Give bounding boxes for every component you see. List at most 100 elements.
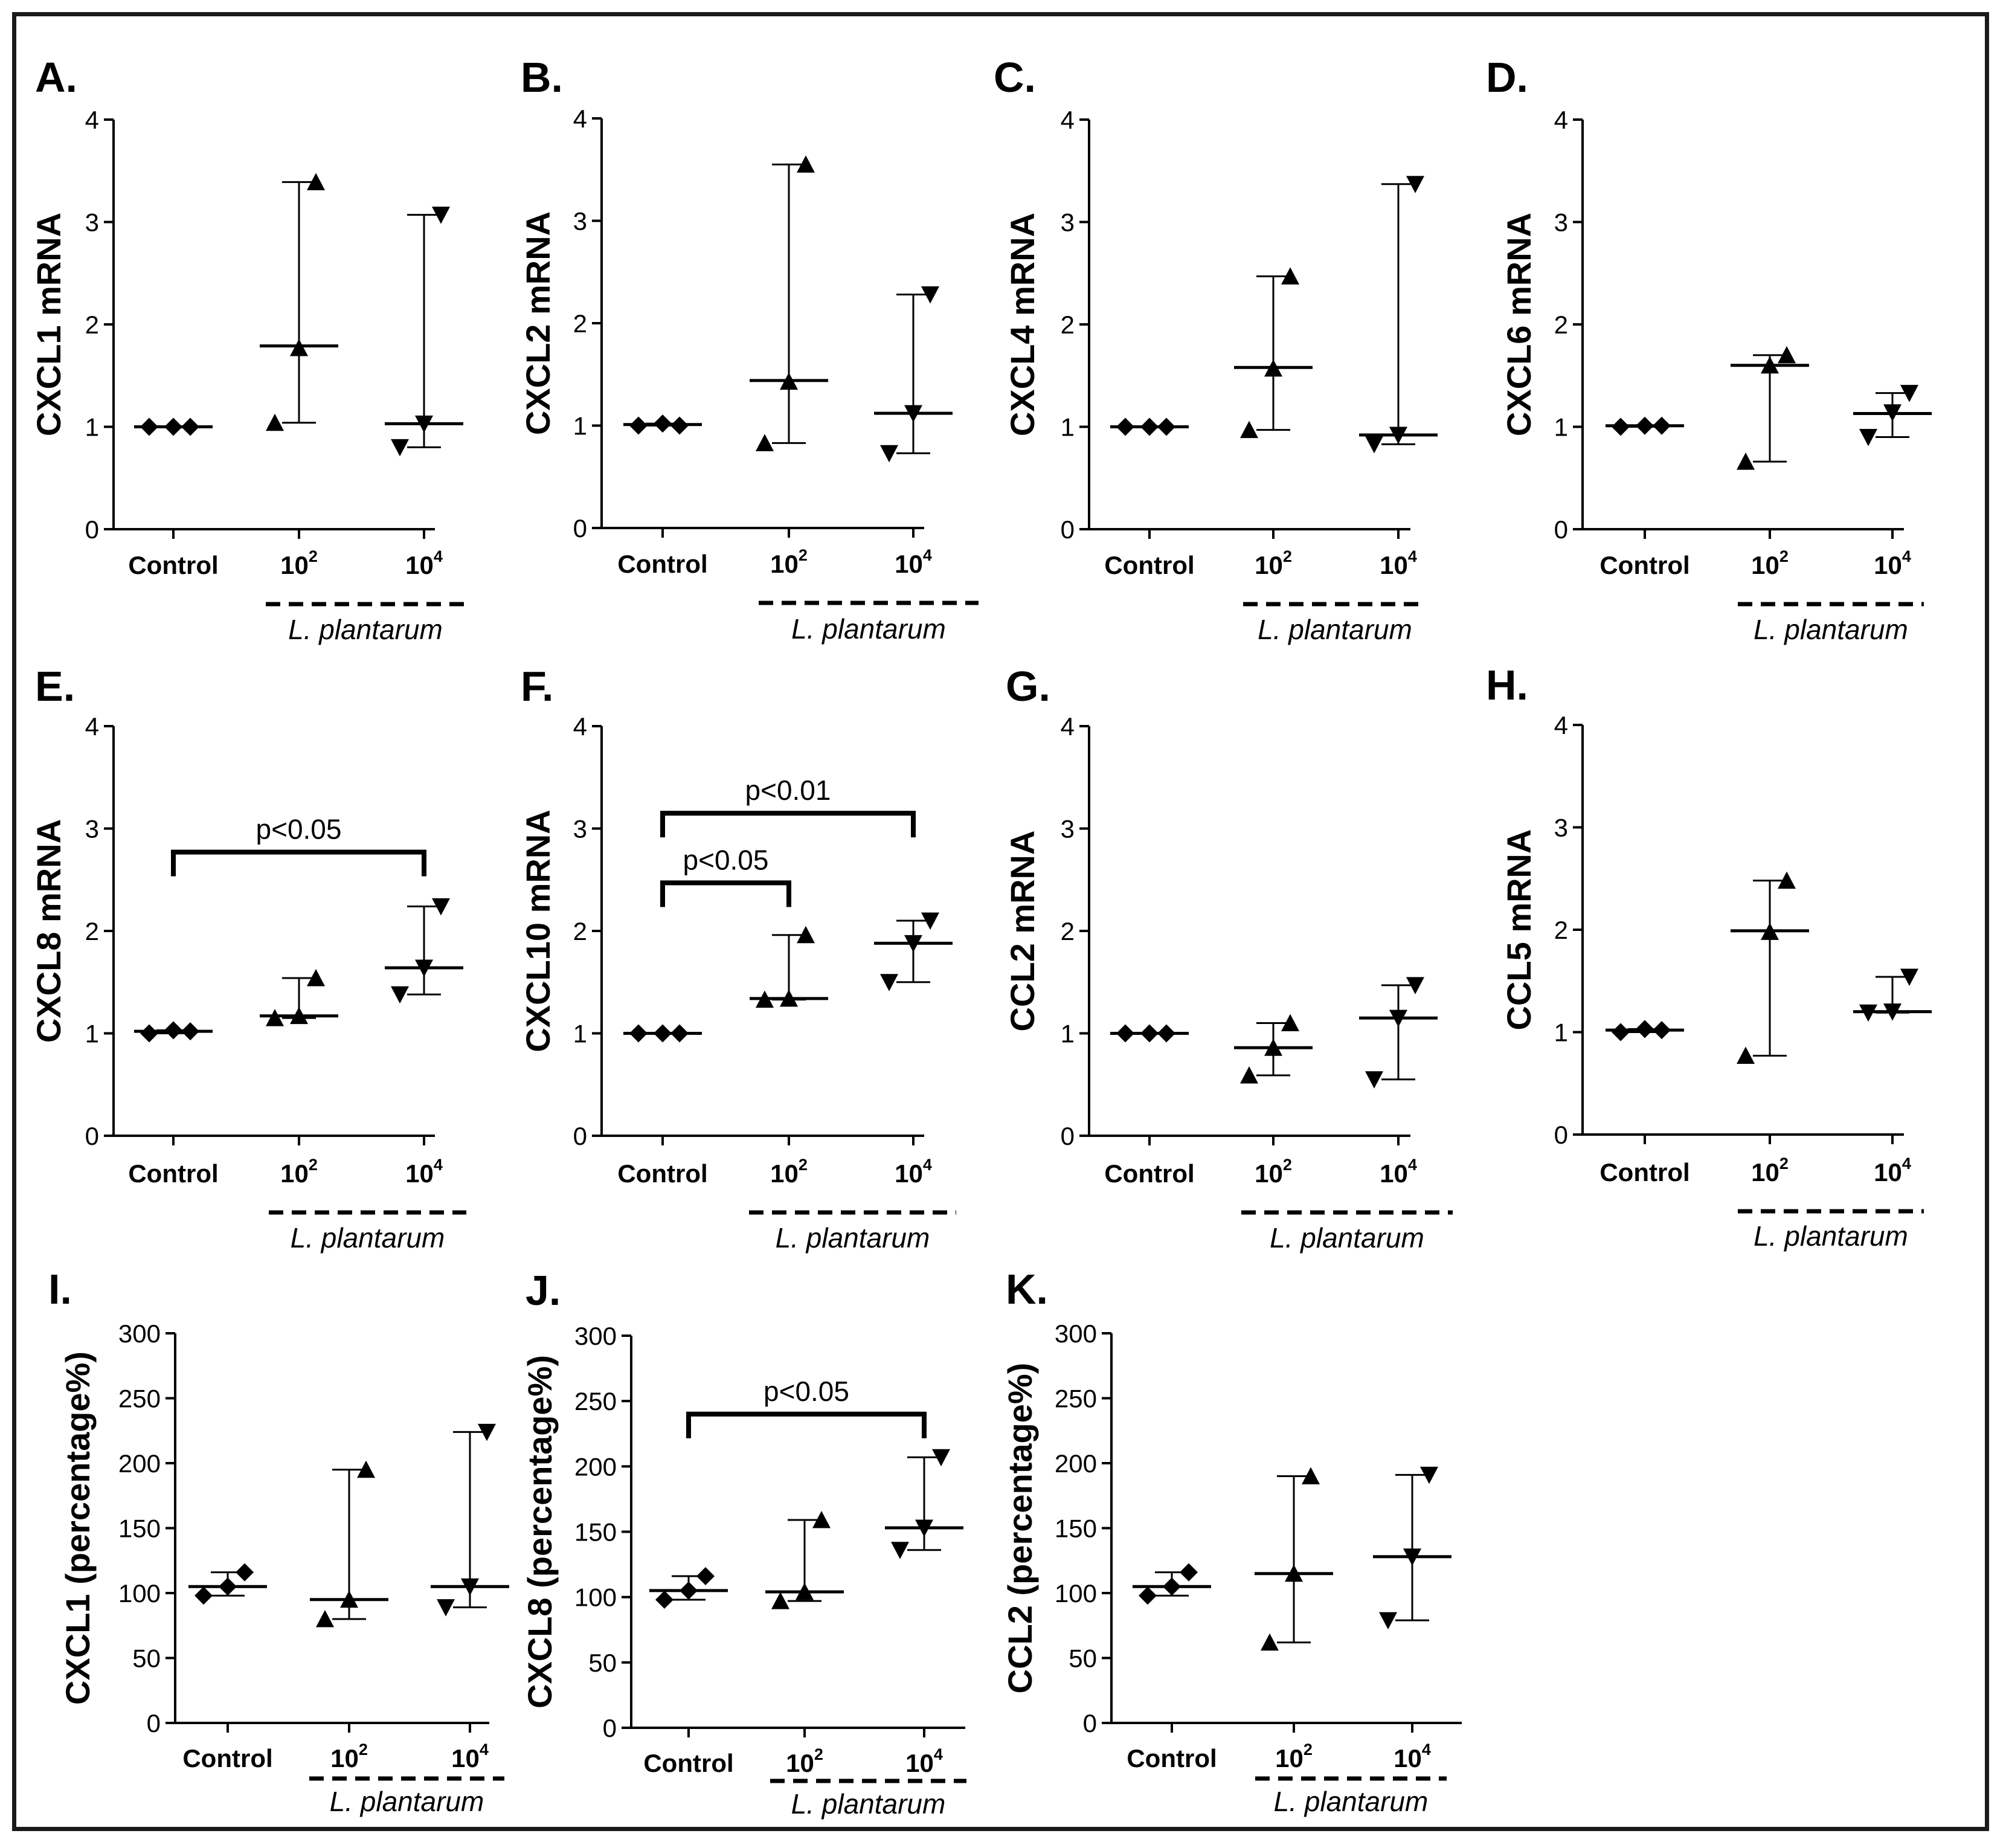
y-tick-label: 0 bbox=[1554, 1121, 1568, 1149]
data-point bbox=[654, 1024, 672, 1043]
x-tick-label: 104 bbox=[1394, 1740, 1431, 1772]
y-tick-label: 100 bbox=[1055, 1579, 1097, 1608]
data-point bbox=[1420, 1466, 1438, 1484]
data-point bbox=[290, 1006, 308, 1025]
y-tick-label: 1 bbox=[85, 413, 99, 442]
data-point bbox=[1157, 1024, 1175, 1043]
x-tick-text: 10 bbox=[405, 551, 434, 579]
x-tick-superscript: 4 bbox=[434, 1156, 443, 1174]
data-point bbox=[1285, 1564, 1303, 1582]
data-point bbox=[1140, 417, 1159, 436]
data-point bbox=[629, 1024, 648, 1043]
y-tick-label: 3 bbox=[1554, 814, 1568, 842]
x-tick-label: 102 bbox=[770, 546, 808, 578]
data-point bbox=[194, 1586, 213, 1605]
x-tick-label: 102 bbox=[1751, 547, 1789, 579]
x-tick-text: 10 bbox=[905, 1749, 934, 1777]
data-point bbox=[1180, 1563, 1198, 1582]
data-point bbox=[461, 1578, 479, 1596]
data-point bbox=[1761, 356, 1779, 374]
x-tick-superscript: 4 bbox=[434, 547, 443, 565]
data-point bbox=[1900, 968, 1918, 986]
group-label: L. plantarum bbox=[288, 614, 443, 645]
panel-k: K. 0 50 100 150 200 250 300 CCL2 (percentage%) Co… bbox=[1001, 1266, 1462, 1817]
data-point bbox=[1883, 1003, 1902, 1021]
data-point bbox=[780, 372, 798, 390]
x-tick-text: Control bbox=[182, 1744, 272, 1772]
significance-label: p<0.01 bbox=[745, 774, 831, 806]
y-tick-label: 50 bbox=[1069, 1644, 1097, 1673]
y-axis-label: CXCL10 mRNA bbox=[519, 810, 557, 1052]
y-tick-label: 150 bbox=[118, 1515, 161, 1543]
x-tick-text: 10 bbox=[1380, 551, 1408, 579]
x-tick-label: 102 bbox=[770, 1156, 808, 1188]
y-tick-label: 50 bbox=[132, 1644, 161, 1673]
panel-label: G. bbox=[1006, 663, 1050, 710]
y-axis-label: CCL2 (percentage%) bbox=[1001, 1363, 1039, 1694]
x-tick-text: 10 bbox=[770, 550, 799, 578]
x-tick-label: 104 bbox=[405, 547, 443, 579]
y-tick-label: 0 bbox=[85, 515, 99, 544]
x-tick-label: Control bbox=[1599, 551, 1689, 579]
x-tick-label: Control bbox=[617, 1159, 707, 1188]
significance-bracket bbox=[660, 880, 791, 907]
y-tick-label: 0 bbox=[1554, 515, 1568, 544]
y-tick-label: 3 bbox=[85, 208, 99, 237]
x-tick-superscript: 4 bbox=[1408, 547, 1417, 565]
y-tick-label: 2 bbox=[1061, 311, 1075, 339]
x-tick-superscript: 2 bbox=[1779, 547, 1789, 565]
x-tick-text: Control bbox=[1104, 551, 1194, 579]
data-point bbox=[1389, 427, 1407, 445]
data-point bbox=[307, 173, 325, 190]
data-point bbox=[1379, 1612, 1397, 1630]
x-tick-superscript: 2 bbox=[799, 1156, 808, 1174]
x-tick-text: 10 bbox=[770, 1159, 799, 1188]
y-tick-label: 150 bbox=[574, 1518, 617, 1547]
x-tick-superscript: 2 bbox=[309, 1156, 318, 1174]
data-point bbox=[181, 1022, 199, 1041]
panel-i: I. 0 50 100 150 200 250 300 CXCL1 (percentage%) C… bbox=[48, 1266, 509, 1817]
y-tick-label: 2 bbox=[573, 917, 587, 945]
y-tick-label: 0 bbox=[573, 514, 587, 542]
x-tick-text: 10 bbox=[1751, 551, 1779, 579]
data-point bbox=[140, 1024, 158, 1043]
data-point bbox=[1859, 428, 1877, 446]
data-point bbox=[1389, 1009, 1407, 1028]
data-point bbox=[316, 1610, 334, 1627]
data-point bbox=[1859, 1004, 1877, 1022]
y-tick-label: 2 bbox=[1554, 311, 1568, 339]
data-point bbox=[880, 974, 898, 991]
data-point bbox=[1778, 871, 1796, 889]
data-point bbox=[756, 990, 774, 1008]
y-tick-label: 1 bbox=[573, 1020, 587, 1048]
data-point bbox=[1261, 1633, 1279, 1651]
y-tick-label: 200 bbox=[118, 1449, 161, 1478]
data-point bbox=[1737, 1046, 1755, 1064]
data-point bbox=[266, 413, 284, 431]
y-tick-label: 4 bbox=[573, 712, 587, 741]
group-label: L. plantarum bbox=[1258, 614, 1412, 645]
x-tick-superscript: 4 bbox=[1408, 1156, 1417, 1174]
x-tick-superscript: 4 bbox=[1902, 547, 1911, 565]
x-tick-label: Control bbox=[1599, 1158, 1689, 1186]
data-point bbox=[164, 1021, 182, 1040]
x-tick-superscript: 4 bbox=[923, 546, 932, 564]
y-tick-label: 4 bbox=[1061, 106, 1075, 134]
data-point bbox=[880, 445, 898, 463]
x-tick-label: Control bbox=[643, 1749, 733, 1777]
significance-bracket bbox=[660, 811, 916, 838]
x-tick-label: 102 bbox=[1255, 547, 1292, 579]
group-label: L. plantarum bbox=[291, 1222, 445, 1254]
data-point bbox=[629, 416, 648, 435]
x-tick-superscript: 2 bbox=[814, 1745, 823, 1763]
x-tick-superscript: 4 bbox=[923, 1156, 932, 1174]
y-tick-label: 2 bbox=[1061, 917, 1075, 945]
x-tick-text: Control bbox=[617, 550, 707, 578]
y-tick-label: 250 bbox=[574, 1387, 617, 1415]
x-tick-label: 104 bbox=[895, 546, 932, 578]
panel-label: J. bbox=[526, 1267, 561, 1314]
data-point bbox=[266, 1009, 284, 1026]
x-tick-label: Control bbox=[128, 551, 218, 579]
data-point bbox=[921, 286, 939, 304]
